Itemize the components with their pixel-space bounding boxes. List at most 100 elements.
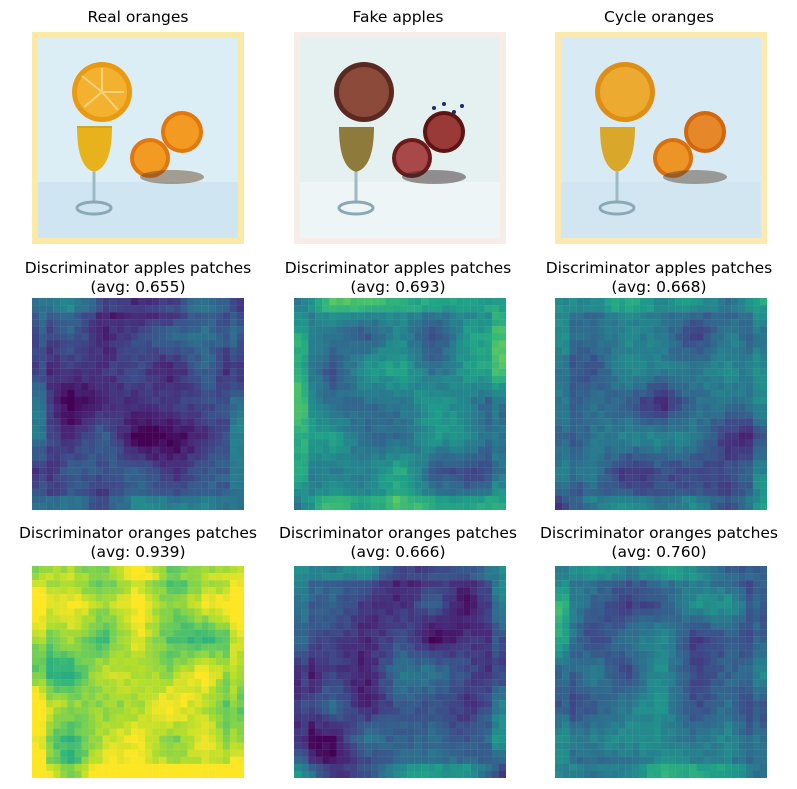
heatmap-patch: [745, 396, 754, 405]
heatmap-patch: [357, 601, 365, 609]
heatmap-patch: [145, 389, 153, 398]
heatmap-patch: [294, 418, 302, 426]
heatmap-patch: [414, 432, 422, 440]
heatmap-patch: [46, 488, 54, 497]
heatmap-patch: [109, 481, 117, 489]
heatmap-patch: [187, 425, 195, 433]
heatmap-patch: [442, 375, 450, 383]
heatmap-patch: [60, 601, 68, 609]
heatmap-patch: [456, 340, 464, 348]
heatmap-patch: [463, 566, 471, 574]
heatmap-patch: [378, 622, 387, 630]
heatmap-patch: [653, 439, 662, 447]
heatmap-patch: [675, 573, 683, 581]
heatmap-patch: [301, 382, 309, 391]
heatmap-patch: [632, 566, 640, 574]
heatmap-patch: [421, 375, 429, 383]
heatmap-patch: [81, 347, 89, 355]
heatmap-patch: [407, 319, 415, 327]
heatmap-patch: [308, 347, 316, 355]
heatmap-patch: [400, 319, 408, 327]
heatmap-patch: [301, 312, 309, 320]
heatmap-patch: [201, 467, 209, 475]
heatmap-patch: [696, 608, 704, 616]
heatmap-patch: [646, 502, 655, 510]
heatmap-patch: [428, 453, 436, 461]
heatmap-patch: [456, 622, 464, 630]
heatmap-patch: [343, 439, 351, 447]
heatmap-patch: [201, 756, 209, 765]
heatmap-patch: [329, 425, 337, 433]
heatmap-patch: [130, 495, 139, 504]
heatmap-patch: [364, 686, 372, 694]
heatmap-patch: [703, 657, 711, 666]
heatmap-patch: [583, 657, 591, 666]
heatmap-patch: [222, 629, 231, 637]
heatmap-patch: [180, 770, 188, 778]
heatmap-patch: [618, 411, 626, 419]
heatmap-patch: [385, 580, 394, 588]
heatmap-patch: [329, 312, 337, 320]
heatmap-patch: [67, 615, 75, 623]
heatmap-patch: [46, 643, 54, 651]
heatmap-patch: [229, 587, 238, 595]
heatmap-patch: [639, 622, 648, 630]
heatmap-patch: [173, 664, 181, 673]
heatmap-patch: [449, 326, 457, 334]
heatmap-patch: [435, 347, 443, 355]
heatmap-patch: [668, 615, 676, 623]
heatmap-patch: [498, 756, 506, 765]
heatmap-patch: [32, 474, 40, 482]
heatmap-patch: [201, 382, 209, 391]
heatmap-patch: [88, 396, 96, 405]
heatmap-patch: [639, 389, 648, 398]
heatmap-patch: [435, 425, 443, 433]
heatmap-patch: [166, 361, 174, 369]
heatmap-patch: [449, 404, 457, 412]
heatmap-patch: [689, 615, 697, 623]
heatmap-patch: [759, 382, 767, 391]
heatmap-patch: [152, 686, 160, 694]
heatmap-patch: [130, 481, 139, 489]
heatmap-patch: [604, 375, 612, 383]
heatmap-patch: [229, 446, 238, 454]
heatmap-patch: [229, 629, 238, 637]
heatmap-patch: [236, 467, 244, 475]
heatmap-patch: [400, 749, 408, 757]
heatmap-patch: [435, 643, 443, 651]
heatmap-patch: [130, 474, 139, 482]
heatmap-patch: [315, 446, 323, 454]
heatmap-patch: [322, 742, 330, 750]
heatmap-patch: [123, 587, 132, 595]
heatmap-patch: [88, 432, 96, 440]
heatmap-patch: [322, 721, 330, 729]
heatmap-patch: [294, 686, 302, 694]
heatmap-patch: [371, 721, 379, 729]
heatmap-patch: [639, 411, 648, 419]
heatmap-patch: [632, 411, 640, 419]
heatmap-patch: [294, 608, 302, 616]
heatmap-patch: [428, 749, 436, 757]
heatmap-patch: [74, 375, 82, 383]
heatmap-patch: [32, 467, 40, 475]
heatmap-patch: [180, 566, 188, 574]
heatmap-patch: [710, 488, 718, 497]
heatmap-patch: [745, 502, 754, 510]
heatmap-patch: [590, 622, 598, 630]
heatmap-patch: [46, 756, 54, 765]
heatmap-patch: [724, 453, 732, 461]
heatmap-patch: [385, 742, 394, 750]
heatmap-patch: [639, 298, 648, 306]
heatmap-patch: [39, 375, 47, 383]
heatmap-patch: [498, 368, 506, 376]
heatmap-patch: [145, 432, 153, 440]
heatmap-patch: [618, 467, 626, 475]
heatmap-patch: [60, 474, 68, 482]
heatmap-patch: [442, 742, 450, 750]
heatmap-patch: [194, 389, 202, 398]
heatmap-patch: [407, 396, 415, 405]
heatmap-patch: [491, 432, 500, 440]
heatmap-patch: [166, 594, 174, 602]
heatmap-patch: [653, 375, 662, 383]
heatmap-patch: [590, 650, 598, 659]
